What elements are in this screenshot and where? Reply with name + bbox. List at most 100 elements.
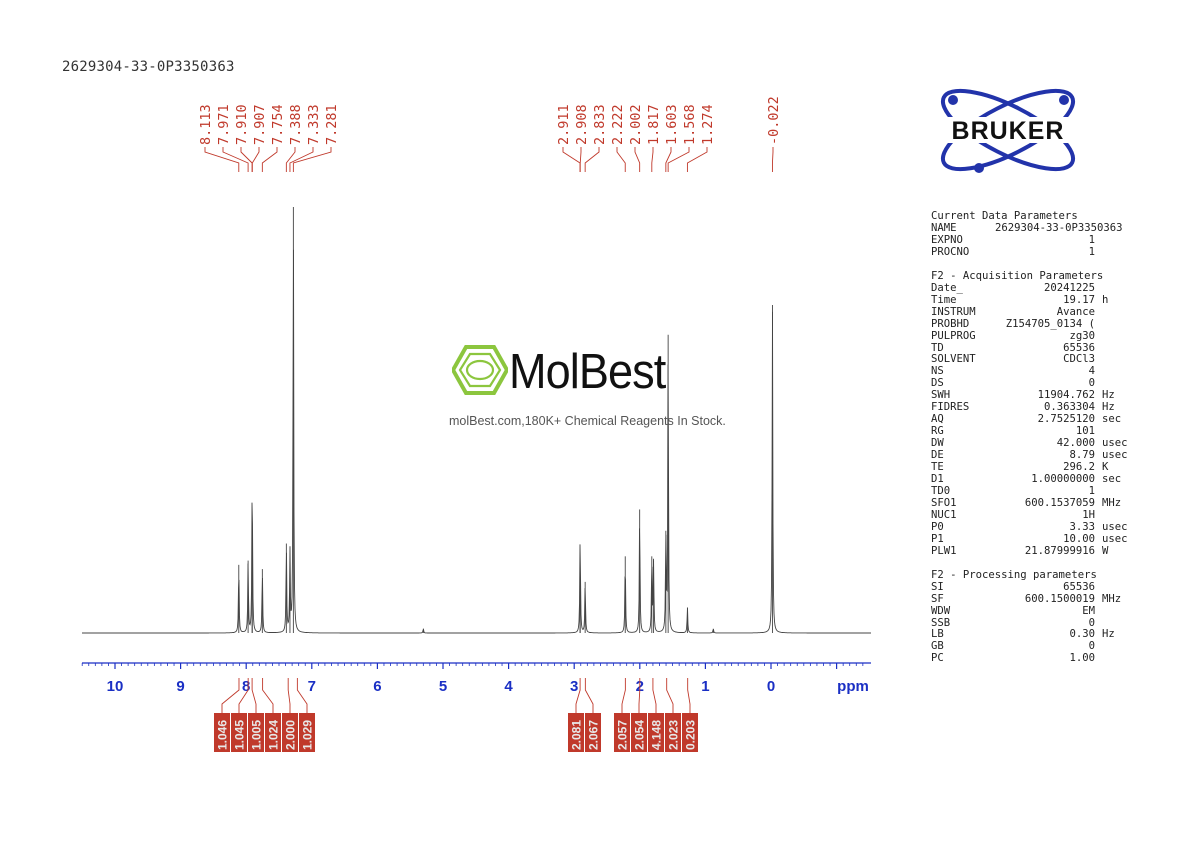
param-value: 0.363304 [1043,401,1095,414]
param-unit: Hz [1102,628,1115,641]
param-name: DW [931,437,944,450]
peak-label: 1.274 [700,104,716,145]
integral-box [248,713,264,752]
integral-label: 2.067 [587,720,601,750]
axis-unit-label: ppm [837,678,869,695]
param-unit: sec [1102,413,1122,426]
param-value: 0 [1088,640,1095,653]
integral-box [631,713,647,752]
peak-leader-line [584,147,600,172]
param-unit [1095,343,1102,355]
param-unit [1095,223,1102,235]
param-unit: W [1102,544,1109,557]
peak-label: 7.333 [306,104,322,145]
integral-leader-line [296,678,308,713]
peak-label: 7.388 [288,104,304,145]
param-row: SSB 0 [931,617,1128,630]
param-name: EXPNO [931,233,963,246]
param-row: EXPNO 1 [931,233,1128,247]
param-row: WDW EM [931,604,1128,618]
param-name: SF [931,592,944,605]
param-unit [1095,510,1102,522]
param-row: DE 8.79 usec [931,449,1128,462]
param-name: P0 [931,520,944,533]
integral-leader-line [652,678,657,713]
acquisition-parameters-panel: Current Data Parameters NAME 2629304-33-0P… [931,210,1128,677]
param-value: 65536 [1063,341,1095,354]
param-value: CDCl3 [1063,353,1095,366]
param-name: PC [931,652,944,665]
param-row: D1 1.00000000 sec [931,473,1128,486]
param-unit [1095,247,1102,259]
param-unit [1095,283,1102,295]
param-value: 1 [1088,233,1095,246]
peak-label: 7.971 [216,104,232,145]
param-unit [1095,582,1102,594]
peak-leader-line [616,147,626,172]
integral-box [682,713,698,752]
axis-tick-label: 5 [439,678,447,695]
peak-label: 2.002 [628,104,644,145]
param-unit [1095,641,1102,653]
param-name: FIDRES [931,401,970,414]
peak-labels: 8.113 7.971 7.910 7.907 7.754 7.388 7.333 7.281… [198,96,782,172]
peak-label: 8.113 [198,104,214,145]
peak-label: 7.907 [252,104,268,145]
param-section-title: Current Data Parameters [931,210,1078,222]
integral-box [214,713,230,752]
param-name: PROBHD [931,317,970,330]
integral-leader-line [575,678,581,713]
param-name: SFO1 [931,496,957,509]
param-row: INSTRUM Avance [931,306,1128,319]
param-name: SOLVENT [931,353,976,366]
param-name: SI [931,580,944,593]
param-unit [1095,307,1102,319]
peak-leader-line [289,147,314,172]
integral-label: 1.029 [301,720,315,750]
param-unit: MHz [1102,592,1122,605]
param-row: Date_ 20241225 [931,282,1128,295]
peak-leader-line [251,147,260,172]
axis-tick-label: 0 [767,678,775,695]
param-row: Time 19.17 h [931,293,1128,307]
param-name: WDW [931,604,951,617]
integral-leader-line [621,678,626,713]
param-value: 2.7525120 [1037,413,1095,426]
param-name: NUC1 [931,508,957,521]
peak-leader-line [261,147,278,172]
axis-tick-label: 6 [373,678,381,695]
param-row: SFO1 600.1537059 MHz [931,496,1128,510]
param-name: D1 [931,473,944,486]
param-value: 4 [1088,365,1095,378]
param-name: DE [931,449,944,462]
param-unit: h [1102,293,1109,306]
axis-tick-label: 10 [107,678,124,695]
peak-leader-line [771,147,774,172]
peak-leader-line [634,147,641,172]
param-value: 65536 [1063,580,1095,593]
param-unit: usec [1102,437,1128,450]
param-name: TD [931,341,944,354]
bruker-logo-text: BRUKER [952,117,1065,145]
param-value: EM [1082,604,1095,617]
axis-tick-label: 7 [308,678,316,695]
integral-labels: 1.046 1.045 1.005 1.024 2.000 1.029 2.081 2.067… [214,678,698,752]
param-row: FIDRES 0.363304 Hz [931,401,1128,414]
param-unit [1095,366,1102,378]
peak-label: -0.022 [766,96,782,145]
param-unit: usec [1102,449,1128,462]
param-value: 600.1537059 [1024,496,1095,509]
axis-tick-label: 1 [701,678,709,695]
param-row: NS 4 [931,365,1128,378]
param-row: P0 3.33 usec [931,520,1128,534]
axis-tick-label: 3 [570,678,578,695]
param-value: 0.30 [1069,628,1095,641]
param-row: LB 0.30 Hz [931,629,1128,641]
param-value: 42.000 [1056,437,1095,450]
param-value: 1 [1088,245,1095,258]
integral-leader-line [262,678,274,713]
param-unit: sec [1102,473,1122,486]
param-section: Current Data Parameters NAME 2629304-33-0P… [931,210,1128,259]
peak-leader-line [686,147,708,172]
peak-label: 2.833 [592,104,608,145]
